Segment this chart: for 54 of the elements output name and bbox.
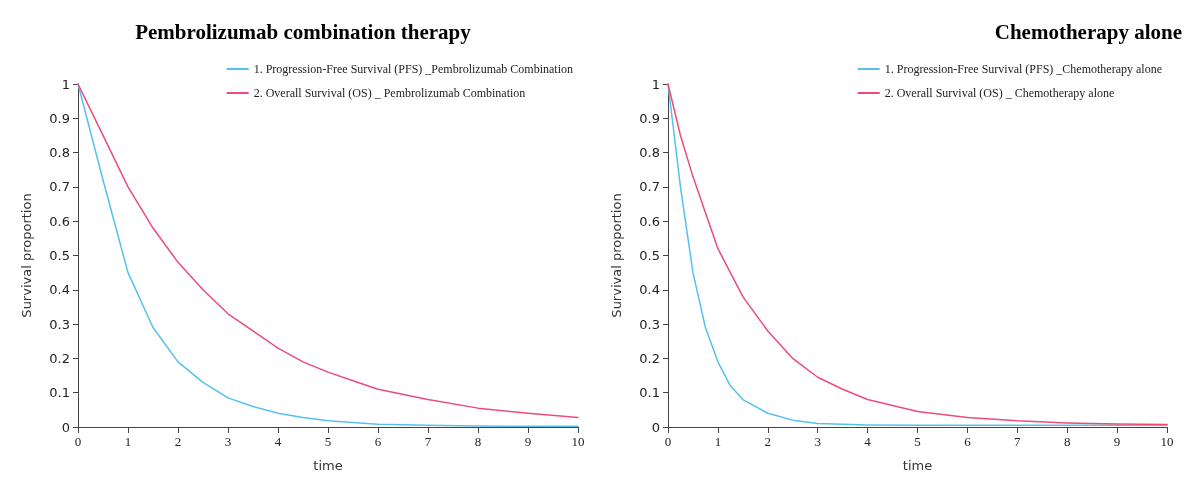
x-tick-label: 7 xyxy=(1014,434,1022,449)
y-tick-label: 1 xyxy=(61,76,70,92)
legend-label: 2. Overall Survival (OS) _ Chemotherapy alone xyxy=(884,86,1115,100)
x-tick-label: 0 xyxy=(664,434,672,449)
x-tick-label: 1 xyxy=(124,434,132,449)
x-tick-label: 3 xyxy=(224,434,232,449)
legend-label: 1. Progression-Free Survival (PFS) _Pembrolizumab Combination xyxy=(253,62,573,76)
chart-title: Pembrolizumab combination therapy xyxy=(135,19,472,44)
y-axis-title: Survival proportion xyxy=(609,193,624,318)
y-tick-label: 0.9 xyxy=(49,110,70,126)
y-tick-label: 0.3 xyxy=(49,316,70,332)
x-tick-label: 4 xyxy=(274,434,282,449)
y-tick-label: 0.1 xyxy=(639,385,660,401)
x-tick-label: 2 xyxy=(764,434,772,449)
y-tick-label: 0 xyxy=(61,419,70,435)
y-tick-label: 0.7 xyxy=(49,179,70,195)
y-tick-label: 0.5 xyxy=(49,248,70,263)
x-tick-label: 4 xyxy=(864,434,872,449)
y-tick-label: 0.2 xyxy=(639,350,660,366)
y-tick-label: 0.1 xyxy=(49,385,70,401)
x-axis-title: time xyxy=(313,458,343,473)
x-tick-label: 5 xyxy=(914,434,921,449)
x-tick-label: 7 xyxy=(424,434,432,449)
x-tick-label: 6 xyxy=(964,434,972,449)
x-axis-title: time xyxy=(902,458,933,473)
y-tick-label: 0.4 xyxy=(49,282,70,298)
y-tick-label: 1 xyxy=(651,76,660,92)
y-tick-label: 0.4 xyxy=(639,282,660,298)
x-tick-label: 6 xyxy=(374,434,382,449)
x-tick-label: 9 xyxy=(1113,434,1121,449)
y-tick-label: 0.6 xyxy=(49,213,70,229)
x-tick-label: 10 xyxy=(1160,434,1174,449)
x-tick-label: 1 xyxy=(714,434,722,449)
x-tick-label: 8 xyxy=(1063,434,1071,449)
legend-label: 1. Progression-Free Survival (PFS) _Chemotherapy alone xyxy=(884,62,1162,76)
y-tick-label: 0.2 xyxy=(49,350,70,366)
x-tick-label: 8 xyxy=(474,434,482,449)
y-tick-label: 0.8 xyxy=(639,145,660,161)
x-tick-label: 5 xyxy=(324,434,332,449)
y-axis-title: Survival proportion xyxy=(19,193,34,318)
x-tick-label: 10 xyxy=(571,434,585,449)
x-tick-label: 2 xyxy=(174,434,182,449)
x-tick-label: 3 xyxy=(814,434,821,449)
y-tick-label: 0.3 xyxy=(639,316,660,332)
y-tick-label: 0.7 xyxy=(639,179,660,195)
y-tick-label: 0.8 xyxy=(49,145,70,161)
legend-label: 2. Overall Survival (OS) _ Pembrolizumab Combination xyxy=(253,86,526,100)
y-tick-label: 0.5 xyxy=(639,248,660,263)
x-tick-label: 9 xyxy=(524,434,532,449)
y-tick-label: 0 xyxy=(651,419,660,435)
x-tick-label: 0 xyxy=(74,434,82,449)
y-tick-label: 0.9 xyxy=(639,110,660,126)
chart-title: Chemotherapy alone xyxy=(994,19,1183,44)
y-tick-label: 0.6 xyxy=(639,213,660,229)
